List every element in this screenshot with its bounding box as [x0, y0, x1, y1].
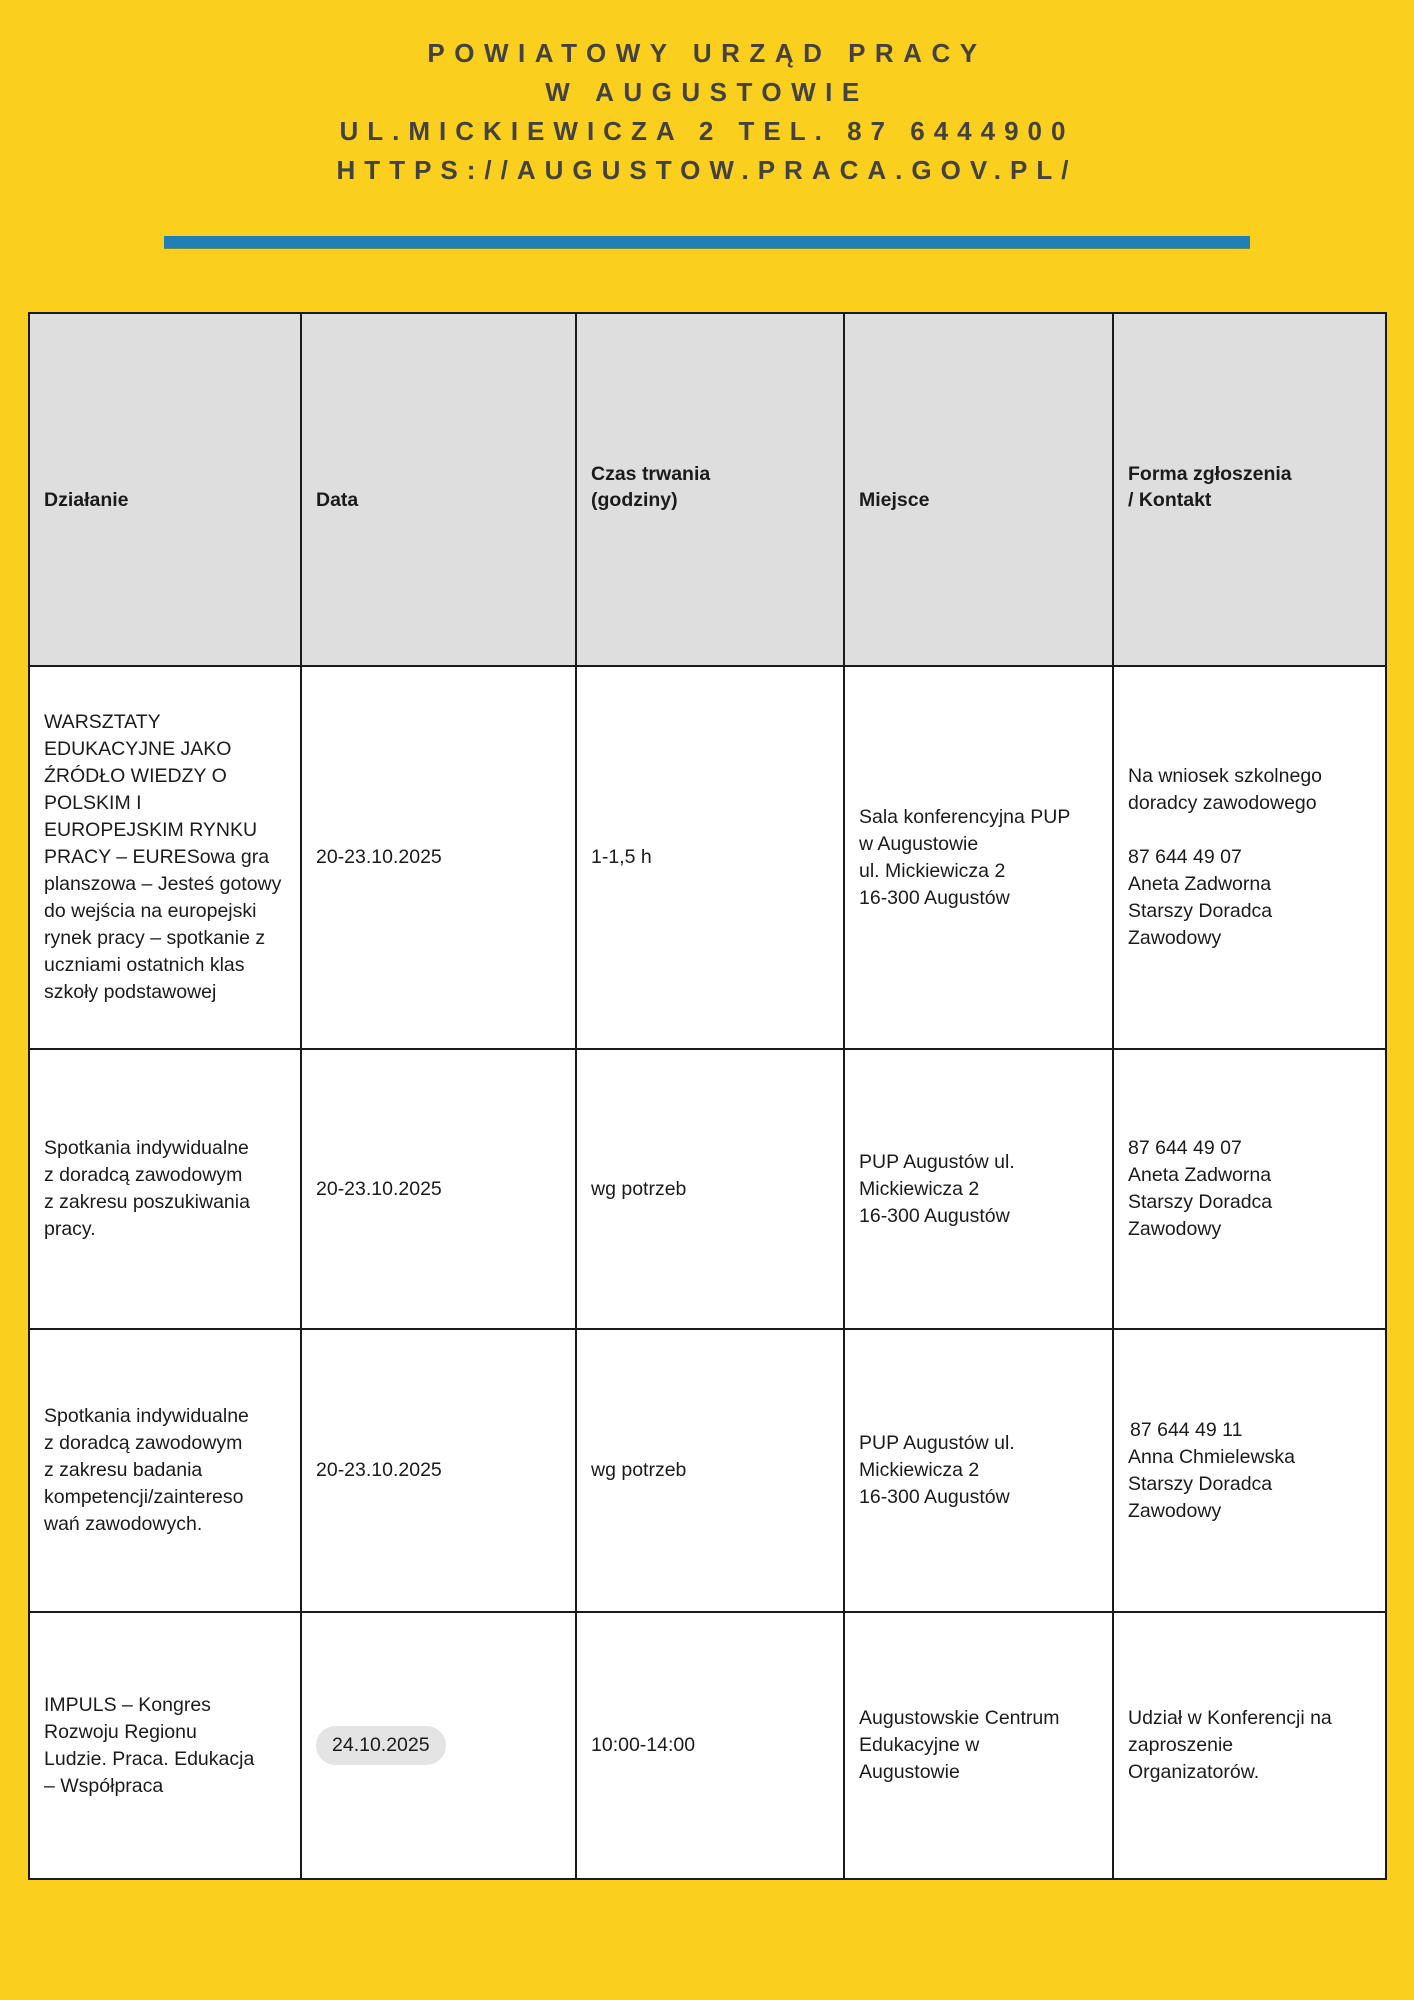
cell-contact: 87 644 49 11 Anna Chmielewska Starszy Do…	[1112, 1328, 1387, 1613]
table-row: IMPULS – Kongres Rozwoju Regionu Ludzie.…	[28, 1611, 1387, 1880]
schedule-table: Działanie Data Czas trwania (godziny) Mi…	[28, 312, 1387, 1880]
table-row: Spotkania indywidualne z doradcą zawodow…	[28, 1328, 1387, 1613]
schedule-table-head: Działanie Data Czas trwania (godziny) Mi…	[28, 312, 1387, 667]
cell-date: 20-23.10.2025	[300, 1328, 577, 1613]
header-line-city: W AUGUSTOWIE	[545, 77, 869, 107]
cell-place: PUP Augustów ul. Mickiewicza 2 16-300 Au…	[843, 1048, 1114, 1330]
cell-date: 24.10.2025	[300, 1611, 577, 1880]
cell-duration: wg potrzeb	[575, 1048, 845, 1330]
cell-contact: 87 644 49 07 Aneta Zadworna Starszy Dora…	[1112, 1048, 1387, 1330]
cell-action: Spotkania indywidualne z doradcą zawodow…	[28, 1328, 302, 1613]
cell-duration: 10:00-14:00	[575, 1611, 845, 1880]
header-line-website: HTTPS://AUGUSTOW.PRACA.GOV.PL/	[336, 155, 1078, 185]
column-header-czas-trwania: Czas trwania (godziny)	[575, 312, 845, 667]
table-row: Spotkania indywidualne z doradcą zawodow…	[28, 1048, 1387, 1330]
cell-place: PUP Augustów ul. Mickiewicza 2 16-300 Au…	[843, 1328, 1114, 1613]
cell-duration: 1-1,5 h	[575, 665, 845, 1050]
cell-place: Sala konferencyjna PUP w Augustowie ul. …	[843, 665, 1114, 1050]
page-header: POWIATOWY URZĄD PRACY W AUGUSTOWIE UL.MI…	[0, 34, 1414, 190]
cell-contact: Udział w Konferencji na zaproszenie Orga…	[1112, 1611, 1387, 1880]
cell-place: Augustowskie Centrum Edukacyjne w August…	[843, 1611, 1114, 1880]
cell-contact: Na wniosek szkolnego doradcy zawodowego …	[1112, 665, 1387, 1050]
header-line-office-name: POWIATOWY URZĄD PRACY	[427, 38, 987, 68]
cell-date: 20-23.10.2025	[300, 665, 577, 1050]
table-row: WARSZTATY EDUKACYJNE JAKO ŹRÓDŁO WIEDZY …	[28, 665, 1387, 1050]
header-divider-wrap	[0, 236, 1414, 248]
header-line-address-phone: UL.MICKIEWICZA 2 TEL. 87 6444900	[339, 116, 1075, 146]
cell-action: WARSZTATY EDUKACYJNE JAKO ŹRÓDŁO WIEDZY …	[28, 665, 302, 1050]
table-header-row: Działanie Data Czas trwania (godziny) Mi…	[28, 312, 1387, 667]
schedule-table-wrap: Działanie Data Czas trwania (godziny) Mi…	[28, 312, 1387, 1880]
header-divider-bar	[164, 236, 1250, 248]
cell-date: 20-23.10.2025	[300, 1048, 577, 1330]
column-header-data: Data	[300, 312, 577, 667]
column-header-miejsce: Miejsce	[843, 312, 1114, 667]
column-header-dzialanie: Działanie	[28, 312, 302, 667]
schedule-table-body: WARSZTATY EDUKACYJNE JAKO ŹRÓDŁO WIEDZY …	[28, 665, 1387, 1880]
date-highlight-pill: 24.10.2025	[316, 1726, 446, 1765]
cell-duration: wg potrzeb	[575, 1328, 845, 1613]
cell-action: IMPULS – Kongres Rozwoju Regionu Ludzie.…	[28, 1611, 302, 1880]
cell-action: Spotkania indywidualne z doradcą zawodow…	[28, 1048, 302, 1330]
column-header-forma-zgloszenia: Forma zgłoszenia / Kontakt	[1112, 312, 1387, 667]
